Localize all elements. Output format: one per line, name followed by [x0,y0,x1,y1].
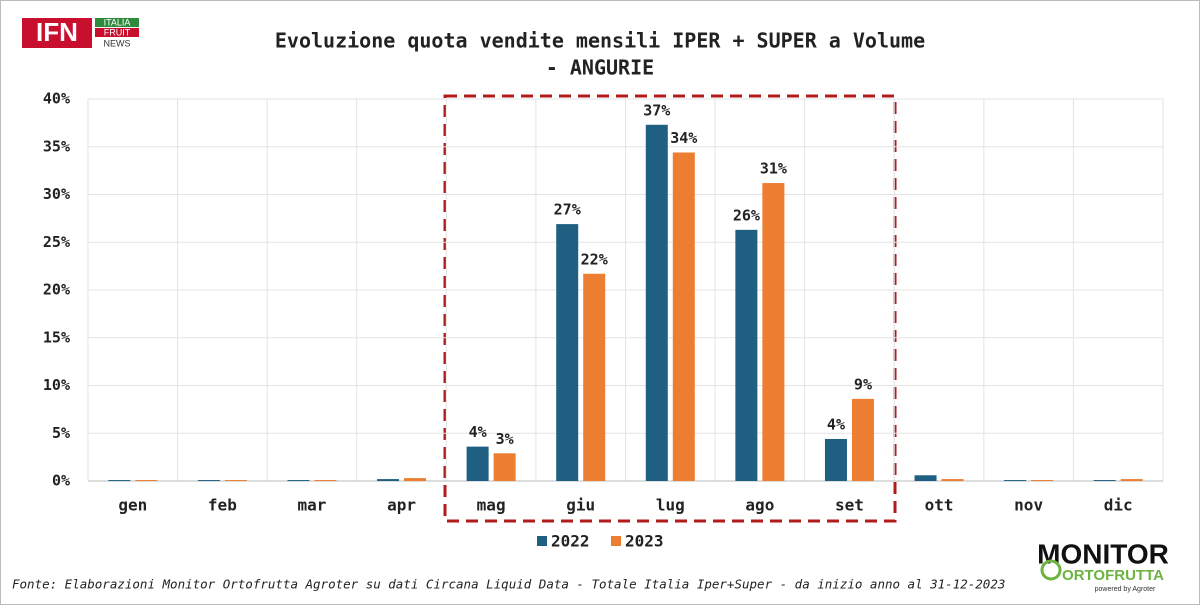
bar [645,124,668,481]
monitor-lens [1040,559,1062,581]
source-note: Fonte: Elaborazioni Monitor Ortofrutta A… [12,577,1005,592]
value-label: 3% [496,430,514,448]
value-label: 34% [670,129,697,147]
y-tick-label: 15% [43,328,70,346]
value-label: 9% [854,375,872,393]
monitor-logo: MONITOR ORTOFRUTTA powered by Agroter [1037,538,1169,592]
value-label: 31% [760,160,787,178]
ifn-badge [22,18,92,48]
bar [556,224,579,482]
ifn-line: FRUIT [104,27,131,37]
x-tick-label: mar [298,496,327,515]
bar [1031,480,1054,481]
monitor-tag: powered by Agroter [1095,586,1156,593]
y-tick-label: 35% [43,137,70,155]
bar [377,479,400,481]
ifn-stripe [95,28,139,37]
value-label: 27% [554,201,581,219]
bar [914,475,937,481]
bar [404,478,427,481]
legend-swatch [537,536,547,546]
bar [466,446,489,481]
x-tick-label: dic [1104,496,1133,515]
x-tick-label: ago [745,496,774,515]
x-tick-label: ott [925,496,954,515]
x-tick-label: set [835,496,864,515]
bar [108,480,131,481]
y-tick-label: 40% [43,90,70,108]
x-tick-label: mag [477,496,506,515]
ifn-stripe [95,18,139,27]
legend-swatch [611,536,621,546]
ifn-line: ITALIA [104,17,131,27]
legend-label: 2022 [551,532,590,551]
y-tick-label: 25% [43,233,70,251]
x-tick-label: apr [387,496,416,515]
x-tick-label: nov [1014,496,1043,515]
monitor-sub: ORTOFRUTTA [1062,567,1164,584]
x-tick-label: gen [118,496,147,515]
ifn-line: NEWS [104,38,131,48]
bar [583,273,606,481]
bar [851,398,874,481]
plot: 0% 5% 10% 15% 20% 25% 30% 35% 40% gen feb mar apr mag… [43,90,1164,551]
bar [824,438,847,481]
bar [941,479,964,481]
bar [1004,480,1027,481]
chart-subtitle: - ANGURIE [546,56,654,80]
bar [224,480,247,481]
value-label: 4% [827,415,845,433]
bar [314,480,337,481]
bar [135,480,158,481]
bar [1093,480,1116,481]
value-label: 37% [643,101,670,119]
bar [287,480,310,481]
x-tick-label: lug [656,496,685,515]
bar [1120,479,1143,481]
y-tick-label: 10% [43,376,70,394]
x-tick-label: feb [208,496,237,515]
bar [672,152,695,482]
value-label: 26% [733,206,760,224]
value-label: 4% [469,423,487,441]
bar [493,453,516,481]
bar [735,229,758,481]
ifn-logo: IFN ITALIA FRUIT NEWS [22,17,139,48]
bar [197,480,220,481]
legend-label: 2023 [625,532,664,551]
ifn-mark: IFN [36,17,78,47]
x-tick-label: giu [566,496,595,515]
y-tick-label: 30% [43,185,70,203]
y-tick-label: 5% [52,424,70,442]
bar [762,183,785,482]
chart-title: Evoluzione quota vendite mensili IPER + … [275,29,925,53]
y-tick-label: 20% [43,281,70,299]
value-label: 22% [581,250,608,268]
y-tick-label: 0% [52,472,70,490]
